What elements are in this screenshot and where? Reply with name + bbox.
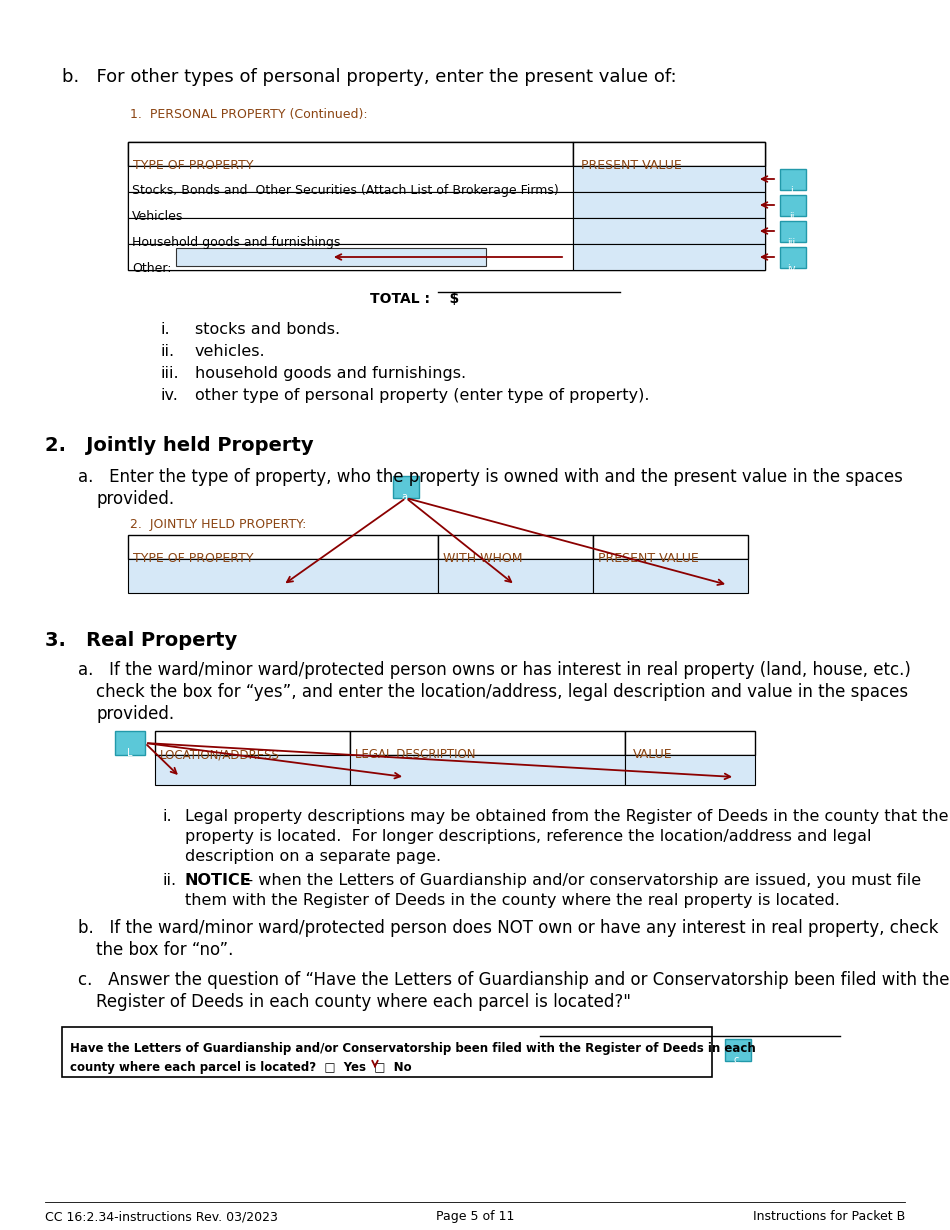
Text: 3.   Real Property: 3. Real Property (45, 631, 238, 649)
Text: Other:: Other: (132, 262, 172, 276)
Bar (176, 248, 486, 266)
Text: PRESENT VALUE: PRESENT VALUE (581, 159, 682, 172)
Bar (128, 558, 438, 593)
Text: 2.  JOINTLY HELD PROPERTY:: 2. JOINTLY HELD PROPERTY: (130, 518, 306, 531)
Bar (128, 218, 573, 244)
Text: Vehicles: Vehicles (132, 210, 183, 223)
Bar (350, 755, 625, 785)
Text: Legal property descriptions may be obtained from the Register of Deeds in the co: Legal property descriptions may be obtai… (185, 809, 948, 824)
Bar (128, 535, 438, 558)
Bar (155, 755, 350, 785)
Bar (128, 141, 573, 166)
Text: WITH WHOM: WITH WHOM (443, 552, 522, 565)
Text: LOCATION/ADDRESS: LOCATION/ADDRESS (160, 748, 280, 761)
Bar (115, 731, 145, 755)
Bar (625, 755, 755, 785)
Text: L: L (127, 748, 133, 758)
Text: Household goods and furnishings: Household goods and furnishings (132, 236, 340, 248)
Text: provided.: provided. (96, 705, 174, 723)
Bar (573, 141, 765, 166)
Bar (593, 558, 748, 593)
Text: vehicles.: vehicles. (195, 344, 266, 359)
Text: the box for “no”.: the box for “no”. (96, 941, 234, 959)
Bar (155, 731, 350, 755)
Bar (438, 558, 593, 593)
Text: i.: i. (160, 322, 170, 337)
Text: ii.: ii. (162, 873, 176, 888)
Bar (725, 1039, 751, 1061)
Text: TYPE OF PROPERTY: TYPE OF PROPERTY (133, 159, 254, 172)
Text: NOTICE: NOTICE (185, 873, 252, 888)
Text: description on a separate page.: description on a separate page. (185, 849, 441, 863)
Bar (780, 196, 806, 216)
Text: LEGAL DESCRIPTION: LEGAL DESCRIPTION (355, 748, 476, 761)
Text: i.: i. (162, 809, 172, 824)
Text: b.   For other types of personal property, enter the present value of:: b. For other types of personal property,… (62, 68, 676, 86)
Bar (393, 476, 419, 498)
Text: Instructions for Packet B: Instructions for Packet B (752, 1210, 905, 1223)
Text: c.: c. (733, 1055, 742, 1065)
Bar (573, 166, 765, 192)
Text: stocks and bonds.: stocks and bonds. (195, 322, 340, 337)
Text: Register of Deeds in each county where each parcel is located?": Register of Deeds in each county where e… (96, 993, 631, 1011)
Text: iii.: iii. (160, 367, 179, 381)
Bar (573, 192, 765, 218)
Bar (128, 141, 765, 271)
Bar (780, 247, 806, 268)
Bar (62, 1027, 712, 1077)
Text: ii.: ii. (788, 212, 797, 221)
Text: check the box for “yes”, and enter the location/address, legal description and v: check the box for “yes”, and enter the l… (96, 683, 908, 701)
Text: iv.: iv. (788, 264, 798, 274)
Text: other type of personal property (enter type of property).: other type of personal property (enter t… (195, 387, 650, 403)
Bar (438, 535, 593, 558)
Text: Page 5 of 11: Page 5 of 11 (436, 1210, 514, 1223)
Bar (128, 192, 573, 218)
Bar (780, 221, 806, 242)
Text: b.   If the ward/minor ward/protected person does NOT own or have any interest i: b. If the ward/minor ward/protected pers… (78, 919, 939, 937)
Text: Stocks, Bonds and  Other Securities (Attach List of Brokerage Firms): Stocks, Bonds and Other Securities (Atta… (132, 184, 559, 197)
Text: 2.   Jointly held Property: 2. Jointly held Property (45, 435, 314, 455)
Text: property is located.  For longer descriptions, reference the location/address an: property is located. For longer descript… (185, 829, 871, 844)
Bar (350, 731, 625, 755)
Text: them with the Register of Deeds in the county where the real property is located: them with the Register of Deeds in the c… (185, 893, 840, 908)
Text: c.   Answer the question of “Have the Letters of Guardianship and or Conservator: c. Answer the question of “Have the Lett… (78, 970, 949, 989)
Text: iv.: iv. (160, 387, 178, 403)
Text: household goods and furnishings.: household goods and furnishings. (195, 367, 466, 381)
Bar (128, 166, 573, 192)
Text: a.: a. (402, 492, 410, 502)
Text: Have the Letters of Guardianship and/or Conservatorship been filed with the Regi: Have the Letters of Guardianship and/or … (70, 1042, 756, 1055)
Text: iii.: iii. (788, 237, 799, 248)
Text: TYPE OF PROPERTY: TYPE OF PROPERTY (133, 552, 254, 565)
Text: county where each parcel is located?  □  Yes  □  No: county where each parcel is located? □ Y… (70, 1061, 411, 1074)
Text: CC 16:2.34-instructions Rev. 03/2023: CC 16:2.34-instructions Rev. 03/2023 (45, 1210, 277, 1223)
Text: a.   Enter the type of property, who the property is owned with and the present : a. Enter the type of property, who the p… (78, 467, 902, 486)
Bar (573, 218, 765, 244)
Text: a.   If the ward/minor ward/protected person owns or has interest in real proper: a. If the ward/minor ward/protected pers… (78, 661, 911, 679)
Bar (625, 731, 755, 755)
Bar (593, 535, 748, 558)
Text: VALUE: VALUE (633, 748, 673, 761)
Text: ii.: ii. (160, 344, 174, 359)
Text: TOTAL :    $: TOTAL : $ (370, 292, 459, 306)
Bar (780, 169, 806, 189)
Text: i.: i. (790, 186, 796, 196)
Text: PRESENT VALUE: PRESENT VALUE (598, 552, 699, 565)
Text: provided.: provided. (96, 490, 174, 508)
Text: – when the Letters of Guardianship and/or conservatorship are issued, you must f: – when the Letters of Guardianship and/o… (240, 873, 922, 888)
Bar (128, 244, 573, 271)
Text: 1.  PERSONAL PROPERTY (Continued):: 1. PERSONAL PROPERTY (Continued): (130, 108, 368, 121)
Bar (573, 244, 765, 271)
